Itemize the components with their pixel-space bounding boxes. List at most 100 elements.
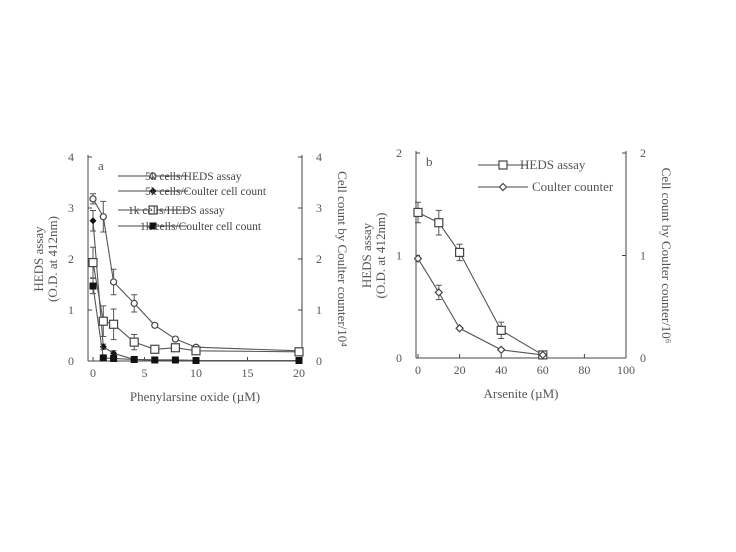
panel-label: a — [98, 158, 104, 173]
marker — [294, 347, 304, 357]
series-line — [417, 258, 543, 356]
series-heds-assay — [413, 201, 548, 360]
x-tick-label: 80 — [578, 363, 590, 377]
series-line — [92, 198, 300, 352]
legend-label: HEDS assay — [520, 157, 586, 172]
marker — [109, 278, 118, 286]
y2-tick-label: 1 — [316, 303, 322, 317]
marker — [496, 325, 506, 335]
legend-item: 5k cells/HEDS assay — [118, 171, 242, 183]
marker — [498, 160, 508, 170]
x-tick-label: 15 — [242, 366, 254, 380]
y-axis-title: HEDS assay — [359, 222, 374, 288]
series-coulter-counter — [413, 254, 548, 360]
legend-label: 5k cells/HEDS assay — [145, 171, 242, 183]
chart-panel-a: 0 5 10 15 20 0 1 2 3 4 0 1 2 3 4 Phenylarsine oxide (µM… — [31, 150, 350, 404]
x-tick-label: 10 — [190, 366, 202, 380]
legend-item: 1k cells/HEDS assay — [118, 205, 225, 217]
y-axis-title: HEDS assay — [31, 226, 46, 292]
marker — [413, 207, 423, 218]
marker — [191, 346, 201, 356]
legend-label: 5k cells/Coulter cell count — [145, 186, 267, 198]
series-5k-cells-coulter-cell-count — [89, 210, 303, 364]
series-5k-cells-heds-assay — [89, 193, 303, 355]
marker — [99, 213, 107, 221]
y2-tick-label: 0 — [316, 354, 322, 368]
marker — [455, 323, 464, 333]
y2-tick-label: 4 — [316, 150, 322, 164]
marker — [151, 321, 159, 329]
y2-tick-label: 1 — [640, 249, 646, 263]
series-line — [92, 262, 300, 353]
y-tick-label: 2 — [68, 252, 74, 266]
x-axis-title: Phenylarsine oxide (µM) — [130, 389, 260, 404]
x-axis-title: Arsenite (µM) — [484, 386, 559, 401]
y-tick-label: 0 — [68, 354, 74, 368]
y-axis-title-units: (O.D. at 412nm) — [45, 216, 60, 302]
x-tick-label: 0 — [415, 363, 421, 377]
marker — [129, 337, 139, 347]
marker — [496, 345, 506, 355]
marker — [98, 316, 108, 326]
marker — [149, 187, 157, 195]
y-tick-label: 0 — [396, 351, 402, 365]
y-axis-title-units: (O.D. at 412nm) — [373, 213, 388, 299]
x-tick-label: 60 — [537, 363, 549, 377]
x-tick-label: 0 — [90, 366, 96, 380]
marker — [130, 355, 138, 363]
marker — [88, 257, 98, 268]
y-tick-label: 2 — [396, 146, 402, 160]
legend-item: HEDS assay — [478, 157, 586, 172]
marker — [99, 354, 107, 362]
marker — [110, 354, 118, 362]
marker — [434, 218, 444, 228]
marker — [295, 356, 303, 364]
marker — [108, 319, 119, 329]
y-tick-label: 3 — [68, 201, 74, 215]
x-tick-label: 100 — [617, 363, 635, 377]
legend-label: 1k cells/HEDS assay — [128, 205, 225, 217]
marker — [171, 335, 179, 343]
panel-label: b — [426, 154, 433, 169]
y-tick-label: 1 — [396, 249, 402, 263]
marker — [148, 205, 158, 215]
series-1k-cells-heds-assay — [88, 246, 304, 357]
x-tick-label: 20 — [293, 366, 305, 380]
y2-axis-title: Cell count by Coulter counter/10⁴ — [335, 171, 350, 347]
series-line — [417, 211, 544, 356]
x-tick-label: 5 — [142, 366, 148, 380]
series-1k-cells-coulter-cell-count — [89, 277, 303, 364]
marker — [498, 182, 508, 192]
y2-tick-label: 2 — [316, 252, 322, 266]
marker — [151, 356, 159, 364]
marker — [192, 356, 200, 364]
x-tick-label: 20 — [454, 363, 466, 377]
y2-tick-label: 3 — [316, 201, 322, 215]
marker — [149, 222, 157, 230]
legend-item: 5k cells/Coulter cell count — [118, 186, 267, 198]
legend-item: 1k cells/Coulter cell count — [118, 221, 262, 233]
marker — [455, 247, 465, 258]
legend-label: 1k cells/Coulter cell count — [140, 221, 262, 233]
marker — [413, 254, 423, 263]
marker — [130, 299, 138, 307]
y-tick-label: 1 — [68, 303, 74, 317]
legend-item: Coulter counter — [478, 179, 614, 194]
marker — [150, 344, 160, 354]
marker — [149, 172, 157, 180]
legend-label: Coulter counter — [532, 179, 614, 194]
marker — [171, 356, 179, 364]
marker — [89, 282, 97, 290]
marker — [538, 350, 548, 360]
y-tick-label: 4 — [68, 150, 74, 164]
marker — [170, 343, 180, 353]
marker — [434, 288, 444, 297]
x-tick-label: 40 — [495, 363, 507, 377]
marker — [89, 195, 97, 203]
y2-axis-title: Cell count by Coulter counter/10⁶ — [659, 168, 674, 344]
y2-tick-label: 0 — [640, 351, 646, 365]
series-line — [92, 220, 299, 362]
y2-tick-label: 2 — [640, 146, 646, 160]
